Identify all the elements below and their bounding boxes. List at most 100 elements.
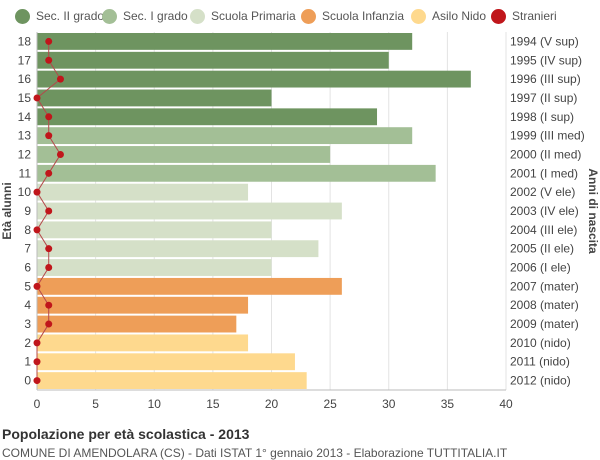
y-tick-label: 15 <box>18 91 32 105</box>
y-right-tick-label: 2000 (II med) <box>510 147 581 161</box>
y-tick-label: 14 <box>18 110 32 124</box>
legend-swatch <box>411 8 426 24</box>
legend-label: Scuola Infanzia <box>322 9 405 23</box>
y-right-tick-label: 1996 (III sup) <box>510 72 581 86</box>
legend-item: Scuola Infanzia <box>301 6 404 26</box>
y-tick-label: 5 <box>24 279 31 293</box>
y-right-tick-label: 2003 (IV ele) <box>510 204 579 218</box>
stranieri-point <box>33 94 41 102</box>
stranieri-point <box>45 207 53 215</box>
legend-item: Scuola Primaria <box>190 6 296 26</box>
y-right-tick-label: 2002 (V ele) <box>510 185 575 199</box>
stranieri-point <box>45 56 53 64</box>
x-tick-label: 30 <box>382 397 396 411</box>
y-right-tick-label: 1995 (IV sup) <box>510 53 582 67</box>
y-tick-label: 2 <box>24 336 31 350</box>
x-tick-label: 20 <box>265 397 279 411</box>
legend-swatch <box>190 8 205 24</box>
stranieri-point <box>56 75 64 83</box>
stranieri-point <box>33 339 41 347</box>
x-tick-label: 25 <box>323 397 337 411</box>
bar <box>37 51 389 69</box>
y-tick-label: 13 <box>18 129 32 143</box>
y-axis-title: Età alunni <box>0 182 14 239</box>
legend: Sec. II grado Sec. I grado Scuola Primaria… <box>0 6 600 26</box>
stranieri-point <box>45 320 53 328</box>
legend-label: Stranieri <box>512 9 557 23</box>
bar <box>37 108 378 126</box>
y-right-tick-label: 2008 (mater) <box>510 298 579 312</box>
bar <box>37 334 249 352</box>
y-tick-label: 4 <box>24 298 31 312</box>
stranieri-point <box>45 169 53 177</box>
chart-title: Popolazione per età scolastica - 2013 <box>2 426 250 442</box>
y-right-tick-label: 2001 (I med) <box>510 166 578 180</box>
y-tick-label: 7 <box>24 242 31 256</box>
bar <box>37 164 436 182</box>
bar <box>37 146 331 163</box>
legend-label: Sec. II grado <box>36 9 105 23</box>
stranieri-point <box>45 132 53 140</box>
y-right-tick-label: 1994 (V sup) <box>510 34 579 48</box>
y-right-tick-label: 2007 (mater) <box>510 279 579 293</box>
y-right-tick-label: 2005 (II ele) <box>510 242 574 256</box>
stranieri-point <box>45 245 53 253</box>
legend-item: Sec. II grado <box>15 6 104 26</box>
y-tick-label: 6 <box>24 261 31 275</box>
x-tick-label: 10 <box>148 397 162 411</box>
y-right-tick-label: 2011 (nido) <box>510 355 570 369</box>
y-right-axis-title: Anni di nascita <box>586 168 600 254</box>
stranieri-point <box>33 358 41 366</box>
legend-swatch <box>102 8 117 24</box>
y-right-tick-label: 2012 (nido) <box>510 374 571 388</box>
bar <box>37 315 237 333</box>
y-tick-label: 0 <box>24 374 31 388</box>
y-tick-label: 1 <box>24 355 31 369</box>
bar <box>37 183 249 201</box>
y-right-tick-label: 1999 (III med) <box>510 129 585 143</box>
y-tick-label: 12 <box>18 147 32 161</box>
bar <box>37 127 413 145</box>
y-right-tick-label: 2010 (nido) <box>510 336 571 350</box>
y-right-tick-label: 1998 (I sup) <box>510 110 574 124</box>
stranieri-point <box>56 150 64 158</box>
bar <box>37 296 249 314</box>
y-tick-label: 11 <box>19 166 32 180</box>
bar <box>37 221 272 239</box>
legend-swatch <box>301 8 316 24</box>
legend-item: Asilo Nido <box>411 6 486 26</box>
bar <box>37 259 272 276</box>
stranieri-point <box>45 264 53 272</box>
x-tick-label: 35 <box>441 397 455 411</box>
y-tick-label: 10 <box>18 185 32 199</box>
y-right-tick-label: 2006 (I ele) <box>510 261 571 275</box>
bar <box>37 372 307 389</box>
legend-label: Asilo Nido <box>432 9 487 23</box>
stranieri-point <box>45 113 53 121</box>
x-tick-label: 0 <box>34 397 41 411</box>
x-tick-label: 15 <box>206 397 220 411</box>
legend-item: Sec. I grado <box>102 6 188 26</box>
stranieri-point <box>45 301 53 309</box>
bar <box>37 240 319 258</box>
bar <box>37 70 471 88</box>
bar <box>37 277 342 295</box>
y-tick-label: 8 <box>24 223 31 237</box>
x-tick-label: 40 <box>499 397 513 411</box>
y-right-tick-label: 1997 (II sup) <box>510 91 577 105</box>
stranieri-point <box>33 282 41 290</box>
bar <box>37 89 272 107</box>
y-right-tick-label: 2009 (mater) <box>510 317 579 331</box>
y-tick-label: 3 <box>24 317 31 331</box>
legend-label: Scuola Primaria <box>211 9 296 23</box>
stranieri-point <box>33 188 41 196</box>
legend-item: Stranieri <box>491 6 557 26</box>
chart-subtitle: COMUNE DI AMENDOLARA (CS) - Dati ISTAT 1… <box>2 446 508 460</box>
legend-label: Sec. I grado <box>123 9 188 23</box>
legend-swatch <box>15 8 30 24</box>
y-tick-label: 16 <box>18 72 32 86</box>
y-right-tick-label: 2004 (III ele) <box>510 223 577 237</box>
bar <box>37 353 295 371</box>
y-tick-label: 9 <box>24 204 31 218</box>
